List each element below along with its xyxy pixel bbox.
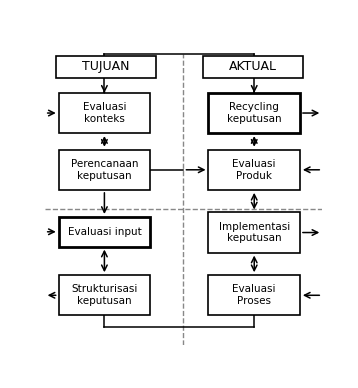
Text: Evaluasi
konteks: Evaluasi konteks [83,102,126,124]
FancyBboxPatch shape [208,212,300,253]
FancyBboxPatch shape [203,55,303,78]
FancyBboxPatch shape [208,275,300,315]
Text: AKTUAL: AKTUAL [229,60,277,73]
FancyBboxPatch shape [59,217,150,247]
FancyBboxPatch shape [59,275,150,315]
Text: Perencanaan
keputusan: Perencanaan keputusan [71,159,138,180]
Text: Recycling
keputusan: Recycling keputusan [227,102,281,124]
FancyBboxPatch shape [208,150,300,190]
Text: Implementasi
keputusan: Implementasi keputusan [219,222,290,243]
Text: Evaluasi
Produk: Evaluasi Produk [232,159,276,180]
FancyBboxPatch shape [59,93,150,133]
Text: Evaluasi
Proses: Evaluasi Proses [232,284,276,306]
FancyBboxPatch shape [56,55,156,78]
FancyBboxPatch shape [208,93,300,133]
FancyBboxPatch shape [59,150,150,190]
Text: TUJUAN: TUJUAN [82,60,130,73]
Text: Evaluasi input: Evaluasi input [68,227,141,237]
Text: Strukturisasi
keputusan: Strukturisasi keputusan [71,284,137,306]
